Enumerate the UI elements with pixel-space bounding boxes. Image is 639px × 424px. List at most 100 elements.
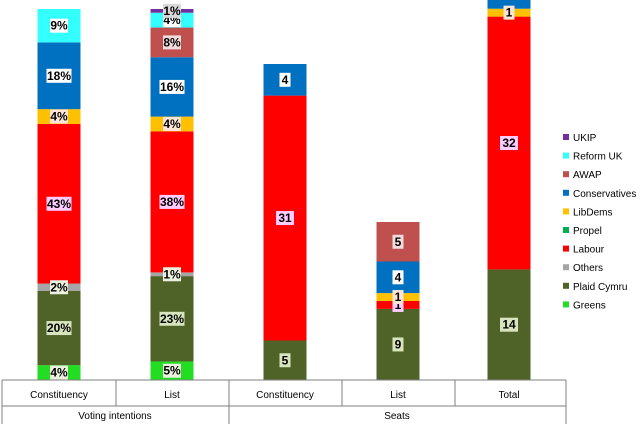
- label-plaid-cymru-1: 23%: [159, 311, 185, 326]
- label-bg-plaid-cymru-1: [159, 311, 185, 326]
- label-text-libdems-3: 1: [395, 290, 402, 304]
- legend-label-conservatives: Conservatives: [573, 189, 636, 200]
- label-labour-3: 1: [392, 297, 404, 312]
- label-text-plaid-cymru-2: 5: [282, 353, 289, 367]
- label-others-1: 1%: [163, 267, 181, 282]
- label-bg-plaid-cymru-2: [279, 353, 291, 368]
- label-labour-4: 32: [500, 136, 518, 150]
- x-tick-label-4: Total: [498, 390, 519, 401]
- label-conservatives-2: 4: [279, 72, 291, 87]
- legend-swatch-greens: [563, 301, 569, 308]
- x-tick-label-3: List: [390, 390, 406, 401]
- label-bg-conservatives-2: [279, 72, 291, 87]
- label-conservatives-0: 18%: [46, 68, 72, 83]
- label-text-greens-1: 5%: [163, 364, 181, 378]
- label-awap-3: 5: [392, 234, 404, 249]
- data-labels-layer: 4%20%2%43%4%18%9%5%23%1%38%4%16%8%4%1%53…: [46, 4, 518, 380]
- label-plaid-cymru-0: 20%: [46, 321, 72, 336]
- label-libdems-1: 4%: [163, 117, 181, 132]
- label-text-labour-0: 43%: [47, 197, 71, 211]
- label-greens-1: 5%: [163, 363, 181, 378]
- label-text-awap-1: 8%: [163, 35, 181, 49]
- label-text-others-0: 2%: [50, 280, 68, 294]
- label-bg-awap-3: [392, 234, 404, 249]
- label-bg-libdems-3: [392, 290, 404, 305]
- label-bg-labour-3: [392, 297, 404, 312]
- label-bg-labour-1: [159, 194, 185, 209]
- label-text-plaid-cymru-1: 23%: [160, 312, 184, 326]
- label-text-labour-3: 1: [395, 298, 402, 312]
- legend-swatch-awap: [563, 171, 569, 178]
- label-bg-greens-0: [50, 365, 68, 380]
- legend-label-others: Others: [573, 263, 603, 274]
- label-labour-1: 38%: [159, 194, 185, 209]
- label-conservatives-1: 16%: [159, 79, 185, 94]
- bar-conservatives-4: [487, 0, 531, 9]
- legend-swatch-libdems: [563, 208, 569, 215]
- label-bg-others-0: [50, 280, 68, 295]
- label-awap-1: 8%: [163, 35, 181, 50]
- label-text-conservatives-3: 4: [395, 270, 402, 284]
- label-bg-awap-1: [163, 35, 181, 50]
- x-group-label-voting-intentions: Voting intentions: [78, 411, 151, 422]
- legend-swatch-others: [563, 264, 569, 271]
- label-bg-plaid-cymru-4: [500, 317, 518, 332]
- label-text-libdems-1: 4%: [163, 117, 181, 131]
- label-bg-plaid-cymru-0: [46, 321, 72, 336]
- label-bg-others-1: [163, 267, 181, 282]
- x-tick-label-0: Constituency: [30, 390, 88, 401]
- label-text-conservatives-2: 4: [282, 73, 289, 87]
- label-others-0: 2%: [50, 280, 68, 295]
- label-plaid-cymru-2: 5: [279, 353, 291, 368]
- label-text-labour-2: 31: [278, 211, 292, 225]
- label-ukip-1: 1%: [163, 4, 181, 18]
- label-bg-labour-4: [500, 136, 518, 150]
- label-text-plaid-cymru-0: 20%: [47, 321, 71, 335]
- x-group-label-seats: Seats: [384, 411, 410, 422]
- label-bg-conservatives-3: [392, 270, 404, 285]
- legend-label-ukip: UKIP: [573, 133, 597, 144]
- label-conservatives-3: 4: [392, 270, 404, 285]
- label-text-conservatives-1: 16%: [160, 80, 184, 94]
- label-labour-2: 31: [276, 211, 294, 226]
- label-text-libdems-4: 1: [506, 6, 513, 20]
- legend: UKIP Reform UK AWAP Conservatives LibDems Pro…: [563, 133, 636, 311]
- label-bg-labour-0: [46, 196, 72, 211]
- label-bg-libdems-0: [50, 109, 68, 124]
- legend-swatch-ukip: [563, 134, 569, 140]
- legend-label-propel: Propel: [573, 226, 602, 237]
- label-text-labour-1: 38%: [160, 195, 184, 209]
- label-text-reform-uk-0: 9%: [50, 19, 68, 33]
- label-text-awap-3: 5: [395, 235, 402, 249]
- label-libdems-3: 1: [392, 290, 404, 305]
- label-bg-conservatives-1: [159, 79, 185, 94]
- label-bg-labour-2: [276, 211, 294, 226]
- label-text-plaid-cymru-4: 14: [502, 318, 516, 332]
- legend-swatch-labour: [563, 245, 569, 252]
- label-greens-0: 4%: [50, 365, 68, 380]
- x-axis: Constituency List Constituency List Total Vot…: [1, 379, 567, 424]
- legend-label-labour: Labour: [573, 245, 605, 256]
- legend-swatch-plaid-cymru: [563, 282, 569, 289]
- legend-label-greens: Greens: [573, 300, 606, 311]
- legend-label-awap: AWAP: [573, 170, 602, 181]
- label-libdems-0: 4%: [50, 109, 68, 124]
- label-text-libdems-0: 4%: [50, 110, 68, 124]
- legend-label-reform-uk: Reform UK: [573, 152, 623, 163]
- label-bg-libdems-1: [163, 117, 181, 132]
- bars-layer: [37, 0, 531, 380]
- legend-swatch-conservatives: [563, 189, 569, 196]
- legend-label-plaid-cymru: Plaid Cymru: [573, 282, 627, 293]
- label-bg-plaid-cymru-3: [392, 337, 404, 352]
- label-plaid-cymru-4: 14: [500, 317, 518, 332]
- label-labour-0: 43%: [46, 196, 72, 211]
- label-plaid-cymru-3: 9: [392, 337, 404, 352]
- label-bg-ukip-1: [163, 3, 181, 18]
- label-text-others-1: 1%: [163, 267, 181, 281]
- label-bg-libdems-4: [503, 5, 515, 20]
- label-bg-conservatives-0: [46, 68, 72, 83]
- label-text-plaid-cymru-3: 9: [395, 337, 402, 351]
- legend-label-libdems: LibDems: [573, 207, 612, 218]
- x-tick-label-1: List: [164, 390, 180, 401]
